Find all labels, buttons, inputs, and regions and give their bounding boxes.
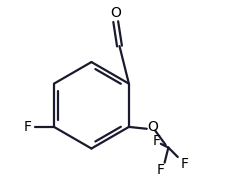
Text: F: F [151,134,159,148]
Text: O: O [110,6,121,20]
Text: F: F [24,120,32,134]
Text: O: O [146,120,157,134]
Text: F: F [156,163,164,177]
Text: F: F [180,157,188,171]
